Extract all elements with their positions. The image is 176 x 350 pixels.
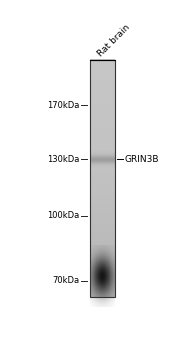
Bar [90, 60, 115, 297]
Text: Rat brain: Rat brain [96, 22, 132, 58]
Text: GRIN3B: GRIN3B [124, 155, 159, 164]
Text: 100kDa: 100kDa [47, 211, 79, 220]
Text: 130kDa: 130kDa [47, 155, 79, 164]
Text: 170kDa: 170kDa [47, 101, 79, 110]
Text: 70kDa: 70kDa [52, 276, 79, 285]
